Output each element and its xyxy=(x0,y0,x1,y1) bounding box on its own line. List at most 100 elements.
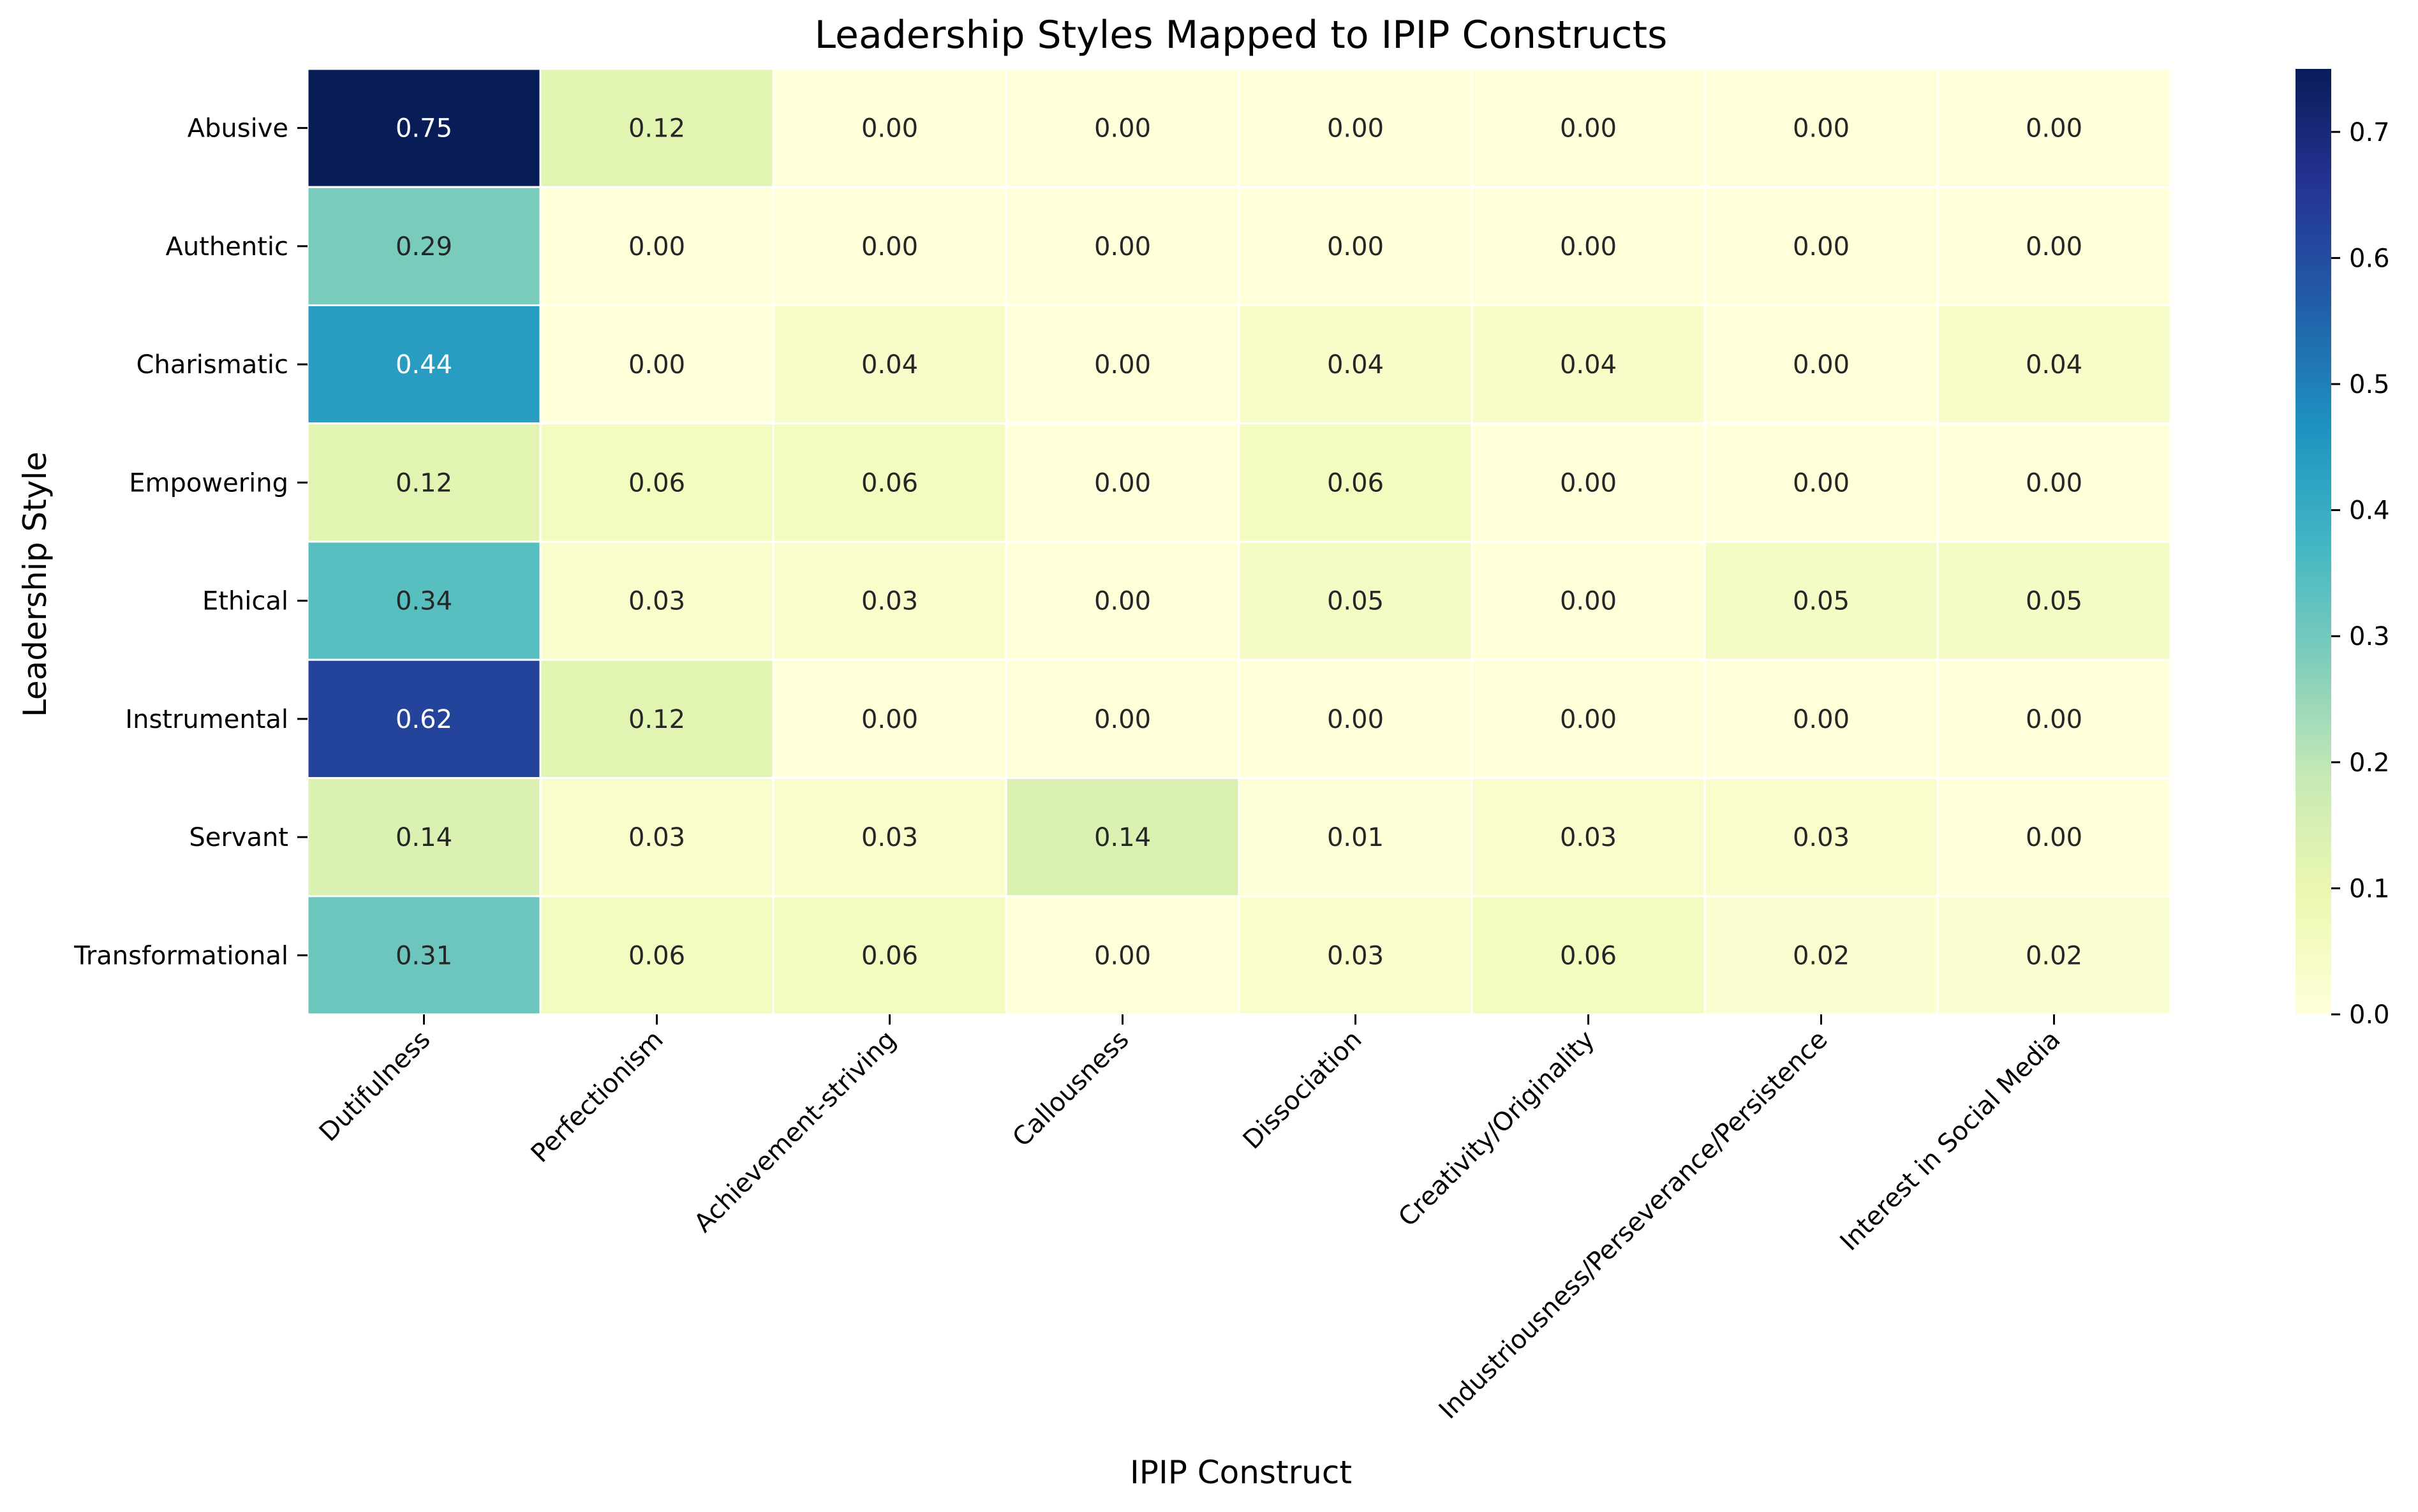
heatmap-cell xyxy=(772,895,1007,1016)
y-tick-label: Authentic xyxy=(166,232,289,262)
heatmap-cell xyxy=(1005,68,1240,188)
row-labels: Abusive Authentic Charismatic Empowering Eth… xyxy=(73,114,308,970)
heatmap-cell xyxy=(1703,422,1939,543)
cell-value-label: 0.00 xyxy=(628,232,685,262)
cell-value-label: 0.04 xyxy=(2026,350,2082,380)
x-tick-label: Dissociation xyxy=(1238,1025,1368,1155)
cell-value-label: 0.62 xyxy=(396,705,452,734)
heatmap-cell xyxy=(1703,304,1939,425)
cell-value-label: 0.05 xyxy=(2026,587,2082,616)
heatmap-cell xyxy=(306,68,542,188)
heatmap-cell xyxy=(1238,422,1473,543)
cell-value-label: 0.06 xyxy=(628,941,685,970)
cell-value-label: 0.00 xyxy=(1560,587,1617,616)
cell-value-label: 0.03 xyxy=(1327,941,1384,970)
heatmap-cell xyxy=(772,658,1007,779)
heatmap-cell xyxy=(1703,777,1939,898)
heatmap-cell xyxy=(539,304,775,425)
cell-value-label: 0.00 xyxy=(1094,941,1151,970)
cell-value-label: 0.01 xyxy=(1327,823,1384,852)
x-tick-label: Creativity/Originality xyxy=(1393,1025,1600,1233)
heatmap-cell xyxy=(306,777,542,898)
colorbar: 0.0 0.1 0.2 0.3 0.4 0.5 0.6 0.7 xyxy=(2296,69,2390,1030)
heatmap-cell xyxy=(1936,777,2172,898)
cell-value-label: 0.02 xyxy=(2026,941,2082,970)
heatmap-cell xyxy=(1936,895,2172,1016)
cell-value-label: 0.04 xyxy=(861,350,918,380)
heatmap-cell xyxy=(1471,777,1706,898)
heatmap-cell xyxy=(1471,658,1706,779)
cell-value-label: 0.00 xyxy=(1560,705,1617,734)
heatmap-cell xyxy=(1005,422,1240,543)
cell-value-label: 0.06 xyxy=(861,941,918,970)
cell-value-label: 0.00 xyxy=(1094,587,1151,616)
cell-value-label: 0.00 xyxy=(1793,350,1850,380)
heatmap-cell xyxy=(1238,68,1473,188)
colorbar-ticks: 0.0 0.1 0.2 0.3 0.4 0.5 0.6 0.7 xyxy=(2331,118,2390,1030)
cell-value-label: 0.00 xyxy=(1327,705,1384,734)
cell-value-label: 0.75 xyxy=(396,114,452,144)
heatmap-cell xyxy=(772,540,1007,661)
colorbar-tick-label: 0.6 xyxy=(2349,244,2390,273)
cell-value-label: 0.03 xyxy=(1560,823,1617,852)
cell-value-label: 0.12 xyxy=(628,705,685,734)
y-tick-label: Abusive xyxy=(188,114,288,144)
x-tick-label: Interest in Social Media xyxy=(1834,1025,2066,1257)
heatmap-cell xyxy=(772,777,1007,898)
heatmap-cell xyxy=(1471,540,1706,661)
cell-value-label: 0.00 xyxy=(2026,705,2082,734)
y-tick-label: Transformational xyxy=(73,941,288,970)
heatmap-cell xyxy=(306,422,542,543)
cell-value-label: 0.14 xyxy=(1094,823,1151,852)
heatmap-cell xyxy=(539,777,775,898)
heatmap-cell xyxy=(539,68,775,188)
heatmap-cell xyxy=(772,304,1007,425)
cell-value-label: 0.12 xyxy=(628,114,685,144)
heatmap-cell xyxy=(1936,540,2172,661)
cell-value-label: 0.00 xyxy=(1793,468,1850,498)
heatmap-cell xyxy=(772,68,1007,188)
heatmap-cell xyxy=(1936,304,2172,425)
cell-value-label: 0.00 xyxy=(1094,114,1151,144)
x-tick-label: Dutifulness xyxy=(314,1025,436,1148)
cell-value-label: 0.06 xyxy=(861,468,918,498)
heatmap-cell xyxy=(539,658,775,779)
cell-value-label: 0.29 xyxy=(396,232,452,262)
cell-value-label: 0.00 xyxy=(1560,232,1617,262)
cell-value-label: 0.00 xyxy=(2026,823,2082,852)
cell-value-label: 0.02 xyxy=(1793,941,1850,970)
cell-value-label: 0.00 xyxy=(1094,350,1151,380)
cell-value-label: 0.05 xyxy=(1327,587,1384,616)
cell-value-label: 0.00 xyxy=(1094,232,1151,262)
heatmap-cells: 0.75 0.12 0.00 0.00 0.00 0.00 0.00 0.00 0.29 0.00… xyxy=(306,68,2172,1016)
heatmap-cell xyxy=(1238,540,1473,661)
heatmap-cell xyxy=(306,304,542,425)
cell-value-label: 0.00 xyxy=(2026,468,2082,498)
cell-value-label: 0.04 xyxy=(1327,350,1384,380)
cell-value-label: 0.03 xyxy=(1793,823,1850,852)
heatmap-cell xyxy=(1471,304,1706,425)
cell-value-label: 0.00 xyxy=(1560,468,1617,498)
cell-value-label: 0.00 xyxy=(861,114,918,144)
y-axis-label: Leadership Style xyxy=(17,452,54,717)
heatmap-cell xyxy=(1703,540,1939,661)
cell-value-label: 0.00 xyxy=(2026,114,2082,144)
x-axis-label: IPIP Construct xyxy=(1130,1454,1352,1491)
colorbar-tick-label: 0.4 xyxy=(2349,496,2390,526)
heatmap-cell xyxy=(1005,540,1240,661)
heatmap-cell xyxy=(1005,186,1240,306)
cell-value-label: 0.00 xyxy=(1793,232,1850,262)
cell-value-label: 0.00 xyxy=(1327,114,1384,144)
x-tick-label: Callousness xyxy=(1007,1025,1134,1153)
cell-value-label: 0.05 xyxy=(1793,587,1850,616)
y-tick-label: Charismatic xyxy=(137,350,288,380)
heatmap-cell xyxy=(1238,895,1473,1016)
heatmap-cell xyxy=(1238,304,1473,425)
heatmap-cell xyxy=(1471,186,1706,306)
cell-value-label: 0.12 xyxy=(396,468,452,498)
colorbar-tick-label: 0.5 xyxy=(2349,370,2390,399)
heatmap-cell xyxy=(1005,304,1240,425)
cell-value-label: 0.00 xyxy=(2026,232,2082,262)
y-tick-label: Instrumental xyxy=(125,705,288,734)
